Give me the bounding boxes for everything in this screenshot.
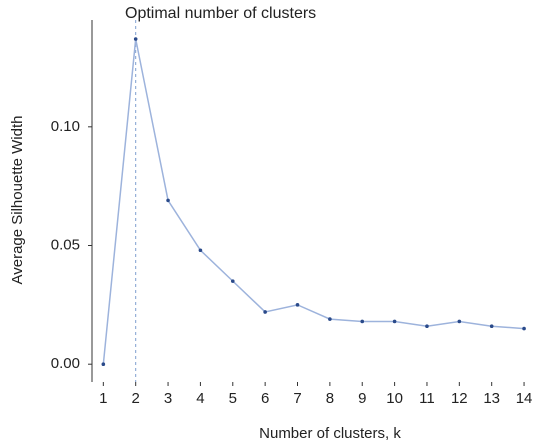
point [166,198,170,203]
x-tick-label: 9 [358,390,366,407]
x-tick-label: 10 [386,390,403,407]
x-axis-label: Number of clusters, k [259,425,401,442]
point [489,324,494,329]
point [457,319,462,324]
point [101,362,106,366]
point [295,303,300,307]
x-tick-label: 5 [229,390,237,407]
x-tick-label: 3 [164,390,172,407]
point [133,37,138,41]
x-tick-label: 14 [516,390,533,407]
y-tick-label: 0.00 [51,355,80,372]
y-axis-label: Average Silhouette Width [9,116,26,285]
x-tick-label: 6 [261,390,269,407]
x-tick-label: 11 [419,390,435,407]
point [230,279,235,283]
point [392,319,397,324]
point [328,317,332,321]
x-tick-label: 13 [483,390,500,407]
chart-title: Optimal number of clusters [125,5,316,22]
point [425,324,429,329]
x-tick-label: 12 [451,390,468,407]
point [522,326,526,331]
point [198,248,203,253]
x-tick-label: 2 [132,390,140,407]
x-tick-label: 7 [293,390,301,407]
y-tick-label: 0.05 [51,236,80,253]
point [360,319,365,324]
point [263,310,267,314]
x-tick-label: 1 [99,390,107,407]
series-line [102,38,525,365]
y-tick-label: 0.10 [51,118,80,135]
x-tick-label: 4 [196,390,204,407]
x-tick-label: 8 [326,390,334,407]
